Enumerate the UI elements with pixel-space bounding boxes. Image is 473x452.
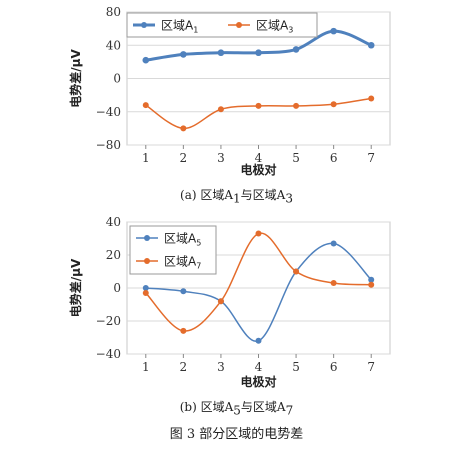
data-point [330, 240, 337, 247]
data-point [180, 51, 187, 58]
data-point [330, 101, 337, 108]
legend-swatch-marker [236, 22, 242, 28]
legend-swatch-marker [144, 258, 150, 264]
data-point [292, 46, 300, 53]
chart-panel-b: −40 −20 0 20 40 1 2 3 4 5 6 7 电极对 电势差/μV 区域A5 区域A7 [68, 215, 391, 389]
data-point [293, 102, 300, 109]
y-tick-label: −20 [96, 314, 121, 328]
data-point [293, 268, 300, 275]
y-tick-label: −40 [96, 105, 121, 119]
data-point [255, 102, 262, 109]
y-tick-label: 20 [106, 248, 121, 262]
data-point [142, 56, 150, 64]
legend-label-subscript: 5 [196, 239, 201, 248]
y-tick-label: 80 [106, 5, 121, 19]
x-tick-label: 6 [330, 360, 338, 374]
x-axis-title: 电极对 [240, 162, 276, 177]
panel-a-caption: (a) 区域A1与区域A3 [180, 188, 293, 206]
x-tick-label: 1 [142, 360, 150, 374]
data-point [180, 288, 187, 295]
legend: 区域A5 区域A7 [129, 225, 217, 275]
y-tick-label: −80 [96, 138, 121, 152]
y-tick-label: 40 [106, 215, 121, 229]
legend-label-subscript: 1 [193, 26, 198, 35]
x-tick-label: 5 [292, 360, 300, 374]
legend-swatch-marker [144, 235, 150, 241]
y-tick-label: −40 [96, 347, 121, 361]
x-tick-label: 1 [142, 151, 150, 165]
x-tick-label: 7 [367, 360, 375, 374]
legend-swatch-marker [141, 22, 147, 28]
data-point [330, 280, 337, 287]
legend: 区域A1 区域A3 [126, 12, 318, 38]
data-point [255, 49, 262, 57]
legend-label: 区域A5 [164, 232, 201, 248]
y-tick-label: 40 [106, 38, 121, 52]
data-point [180, 327, 187, 334]
legend-box [129, 225, 217, 275]
data-point [368, 95, 375, 102]
data-point [142, 285, 149, 291]
legend-label-subscript: 7 [196, 262, 201, 271]
legend-label: 区域A3 [256, 19, 293, 35]
legend-box [126, 12, 318, 38]
y-tick-label: 0 [113, 72, 121, 86]
panel-b-caption: (b) 区域A5与区域A7 [179, 400, 294, 418]
data-point [217, 298, 224, 305]
chart-panel-a: −80 −40 0 40 80 1 2 3 4 5 6 7 电极对 电势差/μV 区域A1 区域A3 [68, 5, 391, 177]
x-tick-label: 4 [255, 360, 263, 374]
figure-caption: 图 3 部分区域的电势差 [169, 427, 304, 442]
y-tick-label: 0 [113, 281, 121, 295]
x-tick-label: 7 [367, 151, 375, 165]
data-point [255, 337, 262, 344]
data-point [217, 49, 225, 57]
x-tick-label: 2 [180, 360, 188, 374]
x-tick-label: 3 [217, 360, 225, 374]
data-point [368, 281, 375, 288]
x-tick-label: 4 [255, 151, 263, 165]
legend-label-subscript: 3 [288, 26, 293, 35]
data-point [180, 125, 187, 132]
y-axis-title: 电势差/μV [68, 49, 83, 108]
x-tick-label: 3 [217, 151, 225, 165]
y-axis-title: 电势差/μV [68, 258, 83, 317]
x-axis-title: 电极对 [240, 374, 276, 389]
data-point [142, 102, 149, 109]
x-tick-label: 6 [330, 151, 338, 165]
data-point [217, 106, 224, 113]
legend-label: 区域A7 [164, 255, 201, 271]
data-point [368, 276, 375, 283]
x-tick-label: 2 [180, 151, 188, 165]
data-point [367, 41, 375, 49]
data-point [255, 230, 262, 237]
data-point [330, 27, 337, 35]
data-point [142, 289, 149, 296]
x-tick-label: 5 [292, 151, 300, 165]
legend-label: 区域A1 [161, 19, 198, 35]
